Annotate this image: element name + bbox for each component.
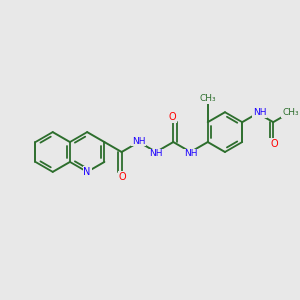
Text: NH: NH [253,108,266,117]
Text: N: N [83,167,91,177]
Text: O: O [270,139,278,149]
Text: NH: NH [149,149,163,158]
Text: O: O [119,172,126,182]
Text: CH₃: CH₃ [282,108,299,117]
Text: CH₃: CH₃ [200,94,216,103]
Text: NH: NH [132,136,146,146]
Text: O: O [169,112,176,122]
Text: NH: NH [184,149,197,158]
